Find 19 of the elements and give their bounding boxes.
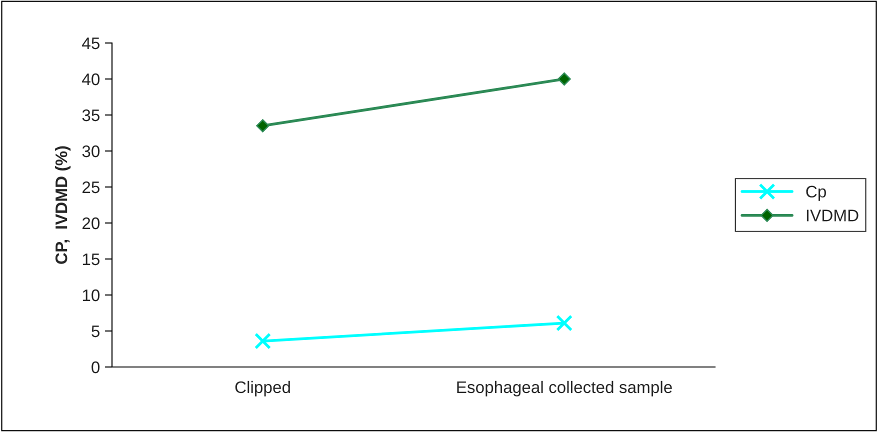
point xyxy=(254,332,272,350)
y-tick-label: 35 xyxy=(82,109,100,122)
point xyxy=(256,119,270,132)
y-tick-label: 10 xyxy=(82,289,100,302)
y-tick-label: 45 xyxy=(82,38,100,50)
legend-label: Cp xyxy=(806,186,826,201)
point xyxy=(556,314,573,332)
x-tick-label: Esophageal collected sample xyxy=(457,380,672,396)
y-tick-label: 15 xyxy=(82,254,100,266)
point xyxy=(558,72,571,86)
x-tick-label: Clipped xyxy=(235,380,290,396)
y-tick-label: 20 xyxy=(82,217,100,230)
y-tick-label: 5 xyxy=(92,326,100,338)
y-tick-label: 40 xyxy=(82,73,100,86)
y-tick-label: 25 xyxy=(82,181,100,194)
legend-label: IVDMD xyxy=(806,210,858,222)
y-tick-label: 0 xyxy=(92,361,100,374)
y-axis-title: CP, IVDMD (%) xyxy=(55,146,71,264)
y-tick-label: 30 xyxy=(82,145,100,158)
